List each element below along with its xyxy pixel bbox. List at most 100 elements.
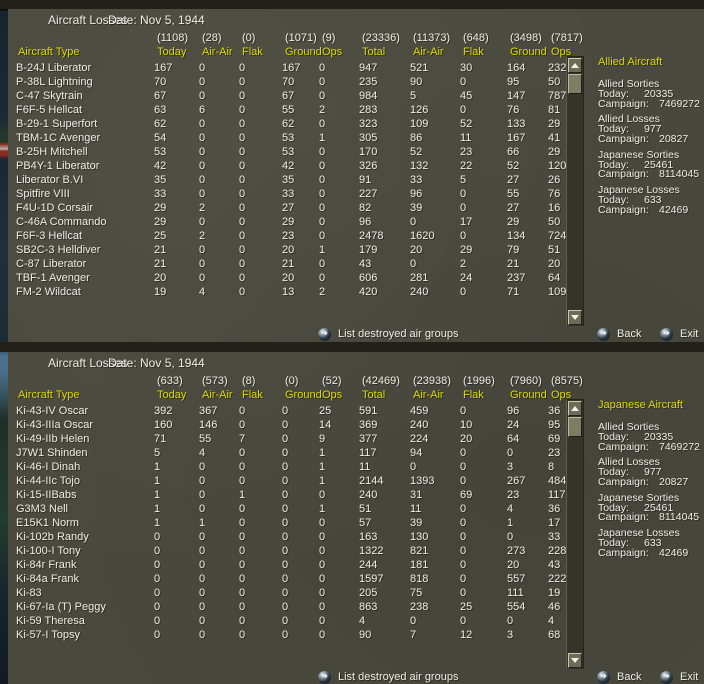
aircraft-name-cell: B-24J Liberator bbox=[16, 62, 92, 74]
table-row[interactable]: Ki-84r Frank 0 0 0 0 0 244 181 0 20 43 bbox=[16, 558, 584, 572]
table-row[interactable]: TBM-1C Avenger 54 0 0 53 1 305 86 11 167 41 bbox=[16, 131, 584, 145]
table-row[interactable]: SB2C-3 Helldiver 21 0 0 20 1 179 20 29 79 51 bbox=[16, 243, 584, 257]
stat-name: Japanese Losses bbox=[598, 527, 680, 540]
column-header-cell: Ops bbox=[551, 46, 572, 58]
table-row[interactable]: B-29-1 Superfort 62 0 0 62 0 323 109 52 133 29 bbox=[16, 117, 584, 131]
table-row[interactable]: Ki-44-IIc Tojo 1 0 0 0 1 2144 1393 0 267 484 bbox=[16, 474, 584, 488]
table-row[interactable]: B-25H Mitchell 53 0 0 53 0 170 52 23 66 29 bbox=[16, 145, 584, 159]
value-cell: 164 bbox=[507, 62, 526, 74]
exit-button[interactable]: ➔ Exit bbox=[660, 326, 698, 342]
table-row[interactable]: F6F-3 Hellcat 25 2 0 23 0 2478 1620 0 134 724 bbox=[16, 229, 584, 243]
value-cell: 19 bbox=[154, 286, 167, 298]
table-row[interactable]: G3M3 Nell 1 0 0 0 1 51 11 0 4 36 bbox=[16, 502, 584, 516]
table-row[interactable]: J7W1 Shinden 5 4 0 0 1 117 94 0 0 23 bbox=[16, 446, 584, 460]
stat-group: Japanese Sorties Today: 25461 Campaign: 8114… bbox=[598, 493, 704, 523]
value-cell: 240 bbox=[359, 489, 378, 501]
button-row: ➔ List destroyed air groups ➔ Back ➔ Exi… bbox=[0, 669, 704, 684]
value-cell: 70 bbox=[282, 76, 295, 88]
table-row[interactable]: F4U-1D Corsair 29 2 0 27 0 82 39 0 27 16 bbox=[16, 201, 584, 215]
table-row[interactable]: Ki-83 0 0 0 0 0 205 75 0 111 19 bbox=[16, 586, 584, 600]
column-header-cell: Ops bbox=[551, 389, 572, 401]
value-cell: 50 bbox=[548, 76, 561, 88]
table-row[interactable]: Ki-59 Theresa 0 0 0 0 0 4 0 0 0 4 bbox=[16, 614, 584, 628]
count-header-cell: (23336) bbox=[362, 32, 400, 44]
value-cell: 0 bbox=[154, 573, 161, 585]
scrollbar[interactable] bbox=[566, 399, 584, 669]
scroll-down-button[interactable] bbox=[568, 310, 582, 325]
value-cell: 0 bbox=[319, 517, 326, 529]
table-row[interactable]: TBF-1 Avenger 20 0 0 20 0 606 281 24 237 64 bbox=[16, 271, 584, 285]
scroll-up-button[interactable] bbox=[568, 401, 582, 416]
table-row[interactable]: Ki-84a Frank 0 0 0 0 0 1597 818 0 557 222 bbox=[16, 572, 584, 586]
table-row[interactable]: C-47 Skytrain 67 0 0 67 0 984 5 45 147 787 bbox=[16, 89, 584, 103]
value-cell: 30 bbox=[460, 62, 473, 74]
table-row[interactable]: PB4Y-1 Liberator 42 0 0 42 0 326 132 22 52 120 bbox=[16, 159, 584, 173]
value-cell: 23 bbox=[548, 447, 561, 459]
value-cell: 45 bbox=[460, 90, 473, 102]
value-cell: 95 bbox=[548, 419, 561, 431]
aircraft-name-cell: TBM-1C Avenger bbox=[16, 132, 101, 144]
value-cell: 2 bbox=[319, 286, 326, 298]
table-row[interactable]: Ki-67-Ia (T) Peggy 0 0 0 0 0 863 238 25 554 46 bbox=[16, 600, 584, 614]
back-button[interactable]: ➔ Back bbox=[597, 669, 641, 684]
back-button[interactable]: ➔ Back bbox=[597, 326, 641, 342]
value-cell: 76 bbox=[507, 104, 520, 116]
table-row[interactable]: B-24J Liberator 167 0 0 167 0 947 521 30 164 232 bbox=[16, 61, 584, 75]
stat-line: Today: 633 bbox=[598, 195, 704, 206]
table-row[interactable]: C-46A Commando 29 0 0 29 0 96 0 17 29 50 bbox=[16, 215, 584, 229]
triangle-up-icon bbox=[571, 63, 579, 68]
stat-value: 633 bbox=[644, 536, 662, 549]
list-destroyed-air-groups-button[interactable]: ➔ List destroyed air groups bbox=[318, 326, 458, 342]
scroll-up-button[interactable] bbox=[568, 58, 582, 73]
value-cell: 132 bbox=[410, 160, 429, 172]
value-cell: 11 bbox=[460, 132, 472, 144]
table-row[interactable]: Ki-15-IIBabs 1 0 1 0 0 240 31 69 23 117 bbox=[16, 488, 584, 502]
stat-value: 977 bbox=[644, 466, 662, 479]
scroll-down-button[interactable] bbox=[568, 653, 582, 668]
count-header-cell: (7960) bbox=[510, 375, 542, 387]
value-cell: 273 bbox=[507, 545, 526, 557]
column-header-row: Aircraft Type Today Air-Air Flak Ground Ops To… bbox=[16, 388, 584, 404]
table-row[interactable]: Ki-102b Randy 0 0 0 0 0 163 130 0 0 33 bbox=[16, 530, 584, 544]
table-row[interactable]: Ki-57-I Topsy 0 0 0 0 0 90 7 12 3 68 bbox=[16, 628, 584, 642]
scrollbar-thumb[interactable] bbox=[568, 417, 582, 437]
table-row[interactable]: C-87 Liberator 21 0 0 21 0 43 0 2 21 20 bbox=[16, 257, 584, 271]
value-cell: 0 bbox=[319, 62, 326, 74]
value-cell: 27 bbox=[507, 174, 520, 186]
table-row[interactable]: P-38L Lightning 70 0 0 70 0 235 90 0 95 50 bbox=[16, 75, 584, 89]
value-cell: 1 bbox=[154, 517, 161, 529]
sidebar-stats: Allied Sorties Today: 20335 Campaign: 746927… bbox=[598, 79, 704, 216]
value-cell: 0 bbox=[199, 461, 206, 473]
triangle-down-icon bbox=[571, 658, 579, 663]
count-header-cell: (1108) bbox=[157, 32, 188, 44]
scrollbar-thumb[interactable] bbox=[568, 74, 582, 94]
aircraft-name-cell: B-25H Mitchell bbox=[16, 146, 88, 158]
value-cell: 0 bbox=[460, 615, 467, 627]
table-row[interactable]: Ki-43-IIIa Oscar 160 146 0 0 14 369 240 10 24 95 bbox=[16, 418, 584, 432]
exit-button[interactable]: ➔ Exit bbox=[660, 669, 698, 684]
table-row[interactable]: Ki-100-I Tony 0 0 0 0 0 1322 821 0 273 228 bbox=[16, 544, 584, 558]
value-cell: 0 bbox=[239, 90, 246, 102]
table-row[interactable]: Spitfire VIII 33 0 0 33 0 227 96 0 55 76 bbox=[16, 187, 584, 201]
table-row[interactable]: F6F-5 Hellcat 63 6 0 55 2 283 126 0 76 81 bbox=[16, 103, 584, 117]
stat-value: 25461 bbox=[644, 501, 674, 514]
table-row[interactable]: Ki-43-IV Oscar 392 367 0 0 25 591 459 0 96 36 bbox=[16, 404, 584, 418]
aircraft-name-cell: F6F-3 Hellcat bbox=[16, 230, 83, 242]
list-destroyed-air-groups-button[interactable]: ➔ List destroyed air groups bbox=[318, 669, 458, 684]
table-row[interactable]: FM-2 Wildcat 19 4 0 13 2 420 240 0 71 109 bbox=[16, 285, 584, 299]
value-cell: 232 bbox=[548, 62, 567, 74]
table-row[interactable]: E15K1 Norm 1 1 0 0 0 57 39 0 1 17 bbox=[16, 516, 584, 530]
aircraft-name-cell: P-38L Lightning bbox=[16, 76, 93, 88]
value-cell: 0 bbox=[199, 174, 206, 186]
stat-value: 977 bbox=[644, 123, 662, 136]
value-cell: 0 bbox=[199, 615, 206, 627]
value-cell: 0 bbox=[460, 587, 467, 599]
sidebar-title: Allied Aircraft bbox=[598, 56, 663, 68]
value-cell: 46 bbox=[548, 601, 561, 613]
table-row[interactable]: Ki-49-IIb Helen 71 55 7 0 9 377 224 20 64 69 bbox=[16, 432, 584, 446]
value-cell: 134 bbox=[507, 230, 526, 242]
value-cell: 0 bbox=[199, 272, 206, 284]
table-row[interactable]: Ki-46-I Dinah 1 0 0 0 1 11 0 0 3 8 bbox=[16, 460, 584, 474]
table-row[interactable]: Liberator B.VI 35 0 0 35 0 91 33 5 27 26 bbox=[16, 173, 584, 187]
scrollbar[interactable] bbox=[566, 56, 584, 326]
